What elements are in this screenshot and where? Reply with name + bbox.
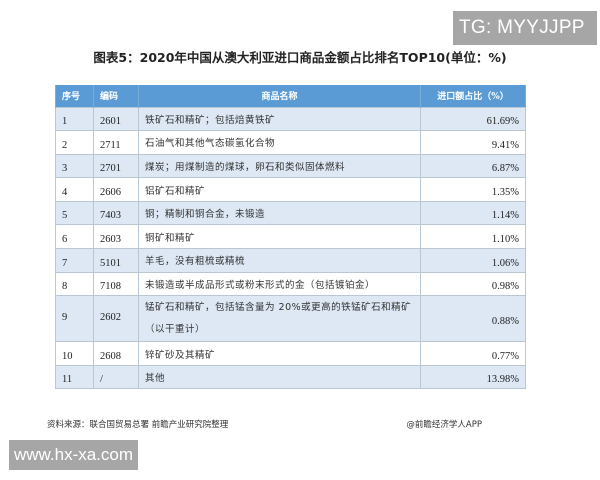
code-cell: 5101: [93, 248, 139, 273]
tg-watermark-badge: TG: MYYJJPP: [453, 11, 597, 45]
header-product-name: 商品名称: [138, 85, 421, 107]
table-row: 7 5101 羊毛，没有粗梳或精梳 1.06%: [55, 248, 526, 273]
rank-cell: 8: [55, 271, 94, 297]
rank-cell: 9: [55, 295, 94, 343]
rank-cell: 2: [55, 130, 94, 155]
table-row: 4 2606 铝矿石和精矿 1.35%: [55, 177, 526, 202]
share-cell: 0.77%: [420, 341, 526, 366]
rank-cell: 5: [55, 200, 94, 226]
product-name-cell: 其他: [138, 364, 421, 390]
header-rank: 序号: [55, 85, 94, 107]
table-row: 5 7403 铜；精制和铜合金，未锻造 1.14%: [55, 200, 526, 226]
product-name-cell: 铜矿和精矿: [138, 224, 421, 250]
rank-cell: 4: [55, 177, 94, 202]
product-name-cell: 铜；精制和铜合金，未锻造: [138, 200, 421, 226]
share-cell: 0.88%: [420, 295, 526, 343]
table-row: 2 2711 石油气和其他气态碳氢化合物 9.41%: [55, 130, 526, 155]
rank-cell: 1: [55, 106, 94, 132]
code-cell: 2603: [93, 224, 139, 250]
table-row: 8 7108 未锻造或半成品形式或粉末形式的金（包括镀铂金） 0.98%: [55, 271, 526, 297]
rank-cell: 10: [55, 341, 94, 366]
url-watermark-badge: www.hx-xa.com: [9, 440, 138, 470]
share-cell: 61.69%: [420, 106, 526, 132]
table-row: 9 2602 锰矿石和精矿，包括锰含量为 20%或更高的铁锰矿石和精矿（以干重计…: [55, 295, 526, 343]
product-name-cell: 锰矿石和精矿，包括锰含量为 20%或更高的铁锰矿石和精矿（以干重计）: [138, 295, 421, 343]
figure-title: 图表5：2020年中国从澳大利亚进口商品金额占比排名TOP10(单位：%): [93, 50, 507, 65]
code-cell: 2711: [93, 130, 139, 155]
product-name-cell: 锌矿砂及其精矿: [138, 341, 421, 366]
rank-cell: 11: [55, 364, 94, 390]
publisher-credit: @前瞻经济学人APP: [406, 420, 482, 430]
code-cell: 2606: [93, 177, 139, 202]
product-name-cell: 石油气和其他气态碳氢化合物: [138, 130, 421, 155]
share-cell: 13.98%: [420, 364, 526, 390]
header-code: 编码: [93, 85, 139, 107]
rank-cell: 7: [55, 248, 94, 273]
product-name-cell: 煤炭；用煤制造的煤球，卵石和类似固体燃料: [138, 153, 421, 179]
code-cell: 2602: [93, 295, 139, 343]
table-row: 10 2608 锌矿砂及其精矿 0.77%: [55, 341, 526, 366]
share-cell: 1.35%: [420, 177, 526, 202]
product-name-cell: 铁矿石和精矿；包括焙黄铁矿: [138, 106, 421, 132]
data-source-note: 资料来源：联合国贸易总署 前瞻产业研究院整理: [47, 420, 229, 430]
share-cell: 1.14%: [420, 200, 526, 226]
table-row: 1 2601 铁矿石和精矿；包括焙黄铁矿 61.69%: [55, 106, 526, 132]
import-share-table: 序号 编码 商品名称 进口额占比（%） 1 2601 铁矿石和精矿；包括焙黄铁矿…: [55, 85, 526, 390]
product-name-cell: 未锻造或半成品形式或粉末形式的金（包括镀铂金）: [138, 271, 421, 297]
code-cell: /: [93, 364, 139, 390]
share-cell: 1.10%: [420, 224, 526, 250]
share-cell: 1.06%: [420, 248, 526, 273]
product-name-cell: 羊毛，没有粗梳或精梳: [138, 248, 421, 273]
table-header-row: 序号 编码 商品名称 进口额占比（%）: [55, 85, 526, 107]
header-import-share: 进口额占比（%）: [420, 85, 526, 107]
product-name-cell: 铝矿石和精矿: [138, 177, 421, 202]
table-row: 6 2603 铜矿和精矿 1.10%: [55, 224, 526, 250]
code-cell: 7108: [93, 271, 139, 297]
code-cell: 7403: [93, 200, 139, 226]
code-cell: 2608: [93, 341, 139, 366]
table-row: 3 2701 煤炭；用煤制造的煤球，卵石和类似固体燃料 6.87%: [55, 153, 526, 179]
rank-cell: 3: [55, 153, 94, 179]
code-cell: 2701: [93, 153, 139, 179]
share-cell: 0.98%: [420, 271, 526, 297]
code-cell: 2601: [93, 106, 139, 132]
share-cell: 9.41%: [420, 130, 526, 155]
rank-cell: 6: [55, 224, 94, 250]
share-cell: 6.87%: [420, 153, 526, 179]
table-row: 11 / 其他 13.98%: [55, 364, 526, 390]
